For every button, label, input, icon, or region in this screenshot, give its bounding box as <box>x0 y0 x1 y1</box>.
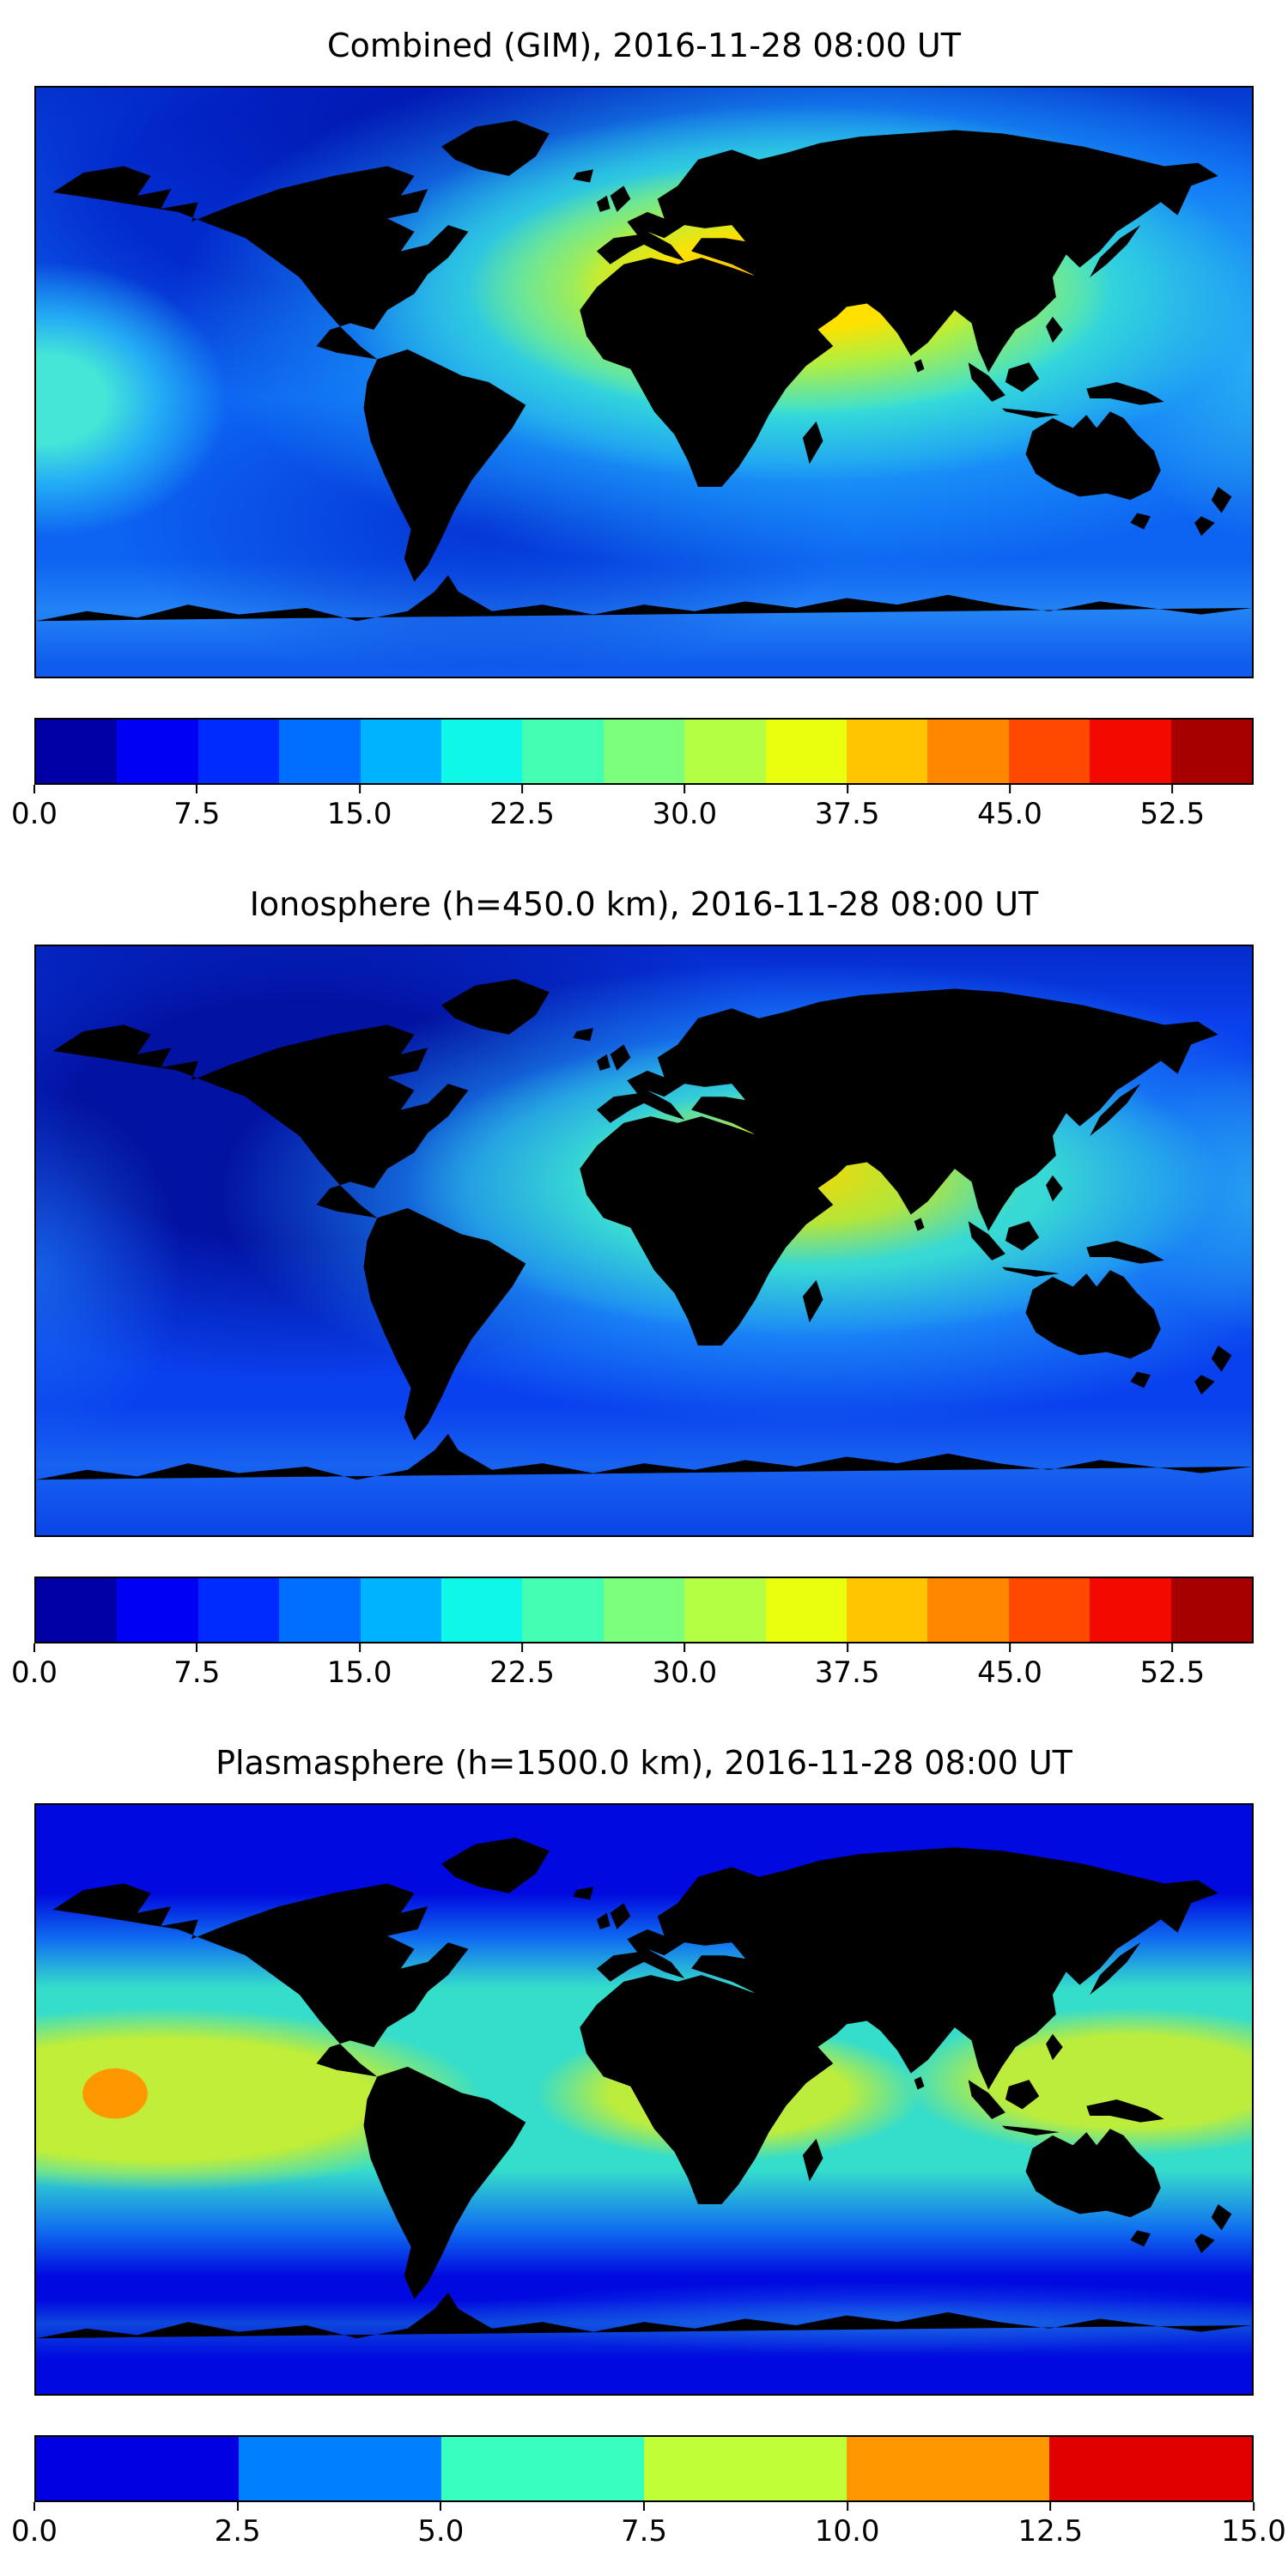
colorbar-segment <box>927 1578 1009 1642</box>
colorbar-ticks: 0.0 7.5 15.0 22.5 30.0 37.5 45.0 52.5 <box>11 1643 1254 1690</box>
colorbar-tick-label: 7.5 <box>620 2514 668 2549</box>
map-ionosphere <box>34 945 1254 1537</box>
colorbar <box>34 1577 1254 1643</box>
colorbar-segment <box>1090 720 1171 783</box>
colorbar-segment <box>1008 1578 1091 1642</box>
colorbar-segment <box>117 1578 198 1642</box>
colorbar-segment <box>847 1578 928 1642</box>
colorbar-segment <box>522 1578 604 1642</box>
colorbar-segment <box>197 720 280 783</box>
colorbar-segment <box>765 720 848 783</box>
colorbar-segment <box>441 2437 644 2500</box>
colorbar-segment <box>684 1578 766 1642</box>
map-plasmasphere <box>34 1803 1254 2396</box>
colorbar-segment <box>441 1578 523 1642</box>
panel-title: Plasmasphere (h=1500.0 km), 2016-11-28 0… <box>216 1744 1072 1782</box>
colorbar-tick-label: 52.5 <box>1139 1656 1206 1690</box>
panel-title: Ionosphere (h=450.0 km), 2016-11-28 08:0… <box>249 885 1039 923</box>
colorbar-segment <box>1008 720 1091 783</box>
colorbar-segment <box>441 720 523 783</box>
coastlines <box>36 1838 1252 2339</box>
colorbar-tick-label: 15.0 <box>326 1656 392 1690</box>
colorbar-tick-label: 45.0 <box>977 1656 1042 1690</box>
colorbar-segment <box>847 720 928 783</box>
colorbar-tick-label: 0.0 <box>10 1656 58 1690</box>
panel-title: Combined (GIM), 2016-11-28 08:00 UT <box>327 27 961 64</box>
panel-plasmasphere: Plasmasphere (h=1500.0 km), 2016-11-28 0… <box>0 1717 1288 2576</box>
colorbar-segment <box>927 720 1009 783</box>
colorbar-segment <box>847 2437 1049 2500</box>
colorbar-segment <box>36 720 118 783</box>
colorbar-tick-label: 45.0 <box>977 797 1042 831</box>
colorbar-segment <box>239 2437 441 2500</box>
colorbar-segment <box>522 720 604 783</box>
colorbar-segment <box>279 1578 361 1642</box>
coastlines <box>36 979 1252 1480</box>
colorbar-segment <box>603 1578 685 1642</box>
colorbar-tick-label: 15.0 <box>1221 2514 1286 2549</box>
colorbar-tick-label: 37.5 <box>814 1656 880 1690</box>
colorbar-tick-label: 22.5 <box>489 1656 555 1690</box>
panel-combined-gim: Combined (GIM), 2016-11-28 08:00 UT 0.0 7… <box>0 0 1288 859</box>
colorbar-tick-label: 0.0 <box>10 2514 58 2549</box>
colorbar <box>34 718 1254 785</box>
colorbar-ticks: 0.0 7.5 15.0 22.5 30.0 37.5 45.0 52.5 <box>11 785 1254 831</box>
colorbar-segment <box>1170 720 1253 783</box>
coastlines <box>36 120 1252 622</box>
colorbar-segment <box>644 2437 847 2500</box>
colorbar-tick-label: 0.0 <box>10 797 58 831</box>
colorbar-tick-label: 7.5 <box>173 1656 221 1690</box>
colorbar-tick-label: 2.5 <box>214 2514 261 2549</box>
colorbar-segment <box>36 2437 239 2500</box>
panel-ionosphere: Ionosphere (h=450.0 km), 2016-11-28 08:0… <box>0 859 1288 1717</box>
colorbar-segment <box>603 720 685 783</box>
colorbar-segment <box>36 1578 118 1642</box>
colorbar-segment <box>684 720 766 783</box>
colorbar-segment <box>1049 2437 1252 2500</box>
colorbar-tick-label: 7.5 <box>173 797 221 831</box>
map-combined-gim <box>34 86 1254 678</box>
colorbar-segment <box>1170 1578 1253 1642</box>
colorbar-segment <box>117 720 198 783</box>
colorbar-tick-label: 22.5 <box>489 797 555 831</box>
colorbar-tick-label: 5.0 <box>417 2514 465 2549</box>
colorbar-segment <box>1090 1578 1171 1642</box>
colorbar-tick-label: 30.0 <box>652 797 718 831</box>
colorbar-segment <box>765 1578 848 1642</box>
colorbar-segment <box>197 1578 280 1642</box>
colorbar-tick-label: 10.0 <box>814 2514 880 2549</box>
colorbar <box>34 2435 1254 2502</box>
colorbar-tick-label: 15.0 <box>326 797 392 831</box>
colorbar-tick-label: 12.5 <box>1018 2514 1084 2549</box>
colorbar-segment <box>360 1578 442 1642</box>
colorbar-tick-label: 37.5 <box>814 797 880 831</box>
colorbar-ticks: 0.0 2.5 5.0 7.5 10.0 12.5 15.0 <box>11 2502 1286 2549</box>
colorbar-segment <box>360 720 442 783</box>
colorbar-tick-label: 30.0 <box>652 1656 718 1690</box>
colorbar-segment <box>279 720 361 783</box>
colorbar-tick-label: 52.5 <box>1139 797 1206 831</box>
